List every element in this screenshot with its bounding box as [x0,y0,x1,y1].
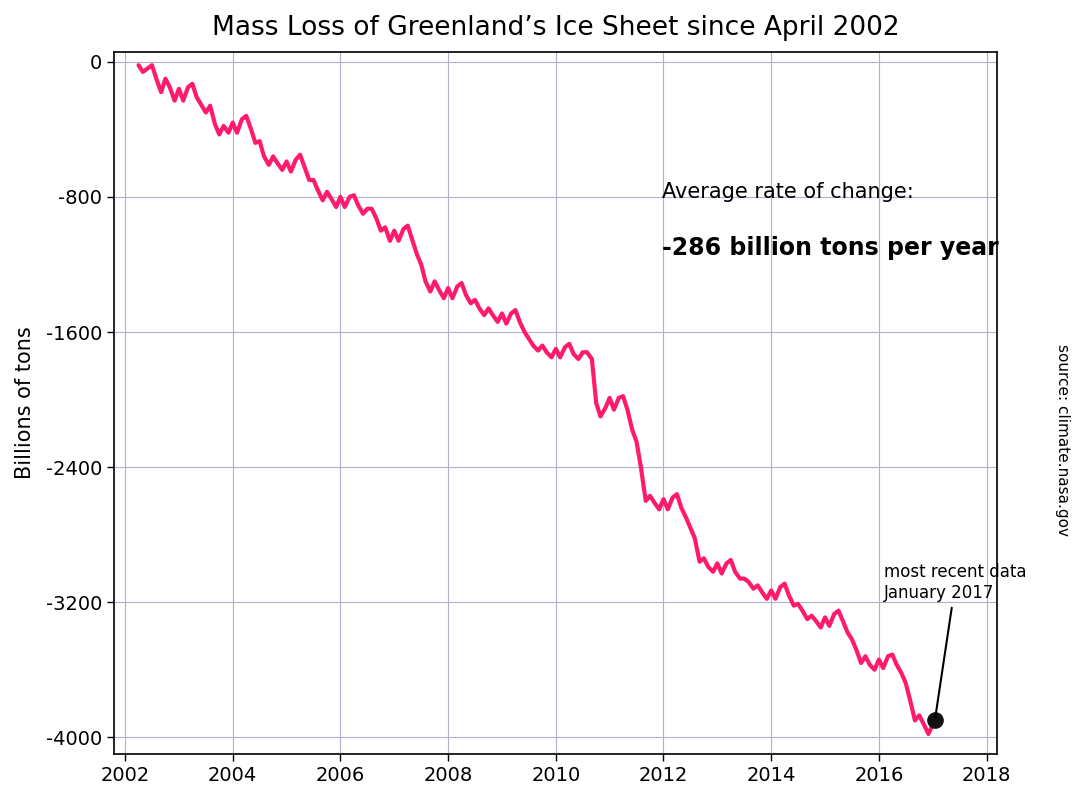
Text: most recent data
January 2017: most recent data January 2017 [885,563,1027,718]
Text: -286 billion tons per year: -286 billion tons per year [662,236,999,260]
Text: source: climate.nasa.gov: source: climate.nasa.gov [1055,344,1070,536]
Text: Average rate of change:: Average rate of change: [662,182,914,202]
Title: Mass Loss of Greenland’s Ice Sheet since April 2002: Mass Loss of Greenland’s Ice Sheet since… [212,15,900,41]
Y-axis label: Billions of tons: Billions of tons [15,326,35,479]
